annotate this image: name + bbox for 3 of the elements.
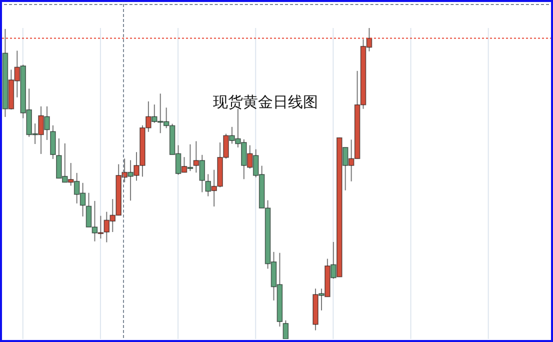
- candlestick: [282, 320, 289, 339]
- candlestick: [50, 124, 56, 160]
- text: 现货黄金日线图: [213, 93, 318, 112]
